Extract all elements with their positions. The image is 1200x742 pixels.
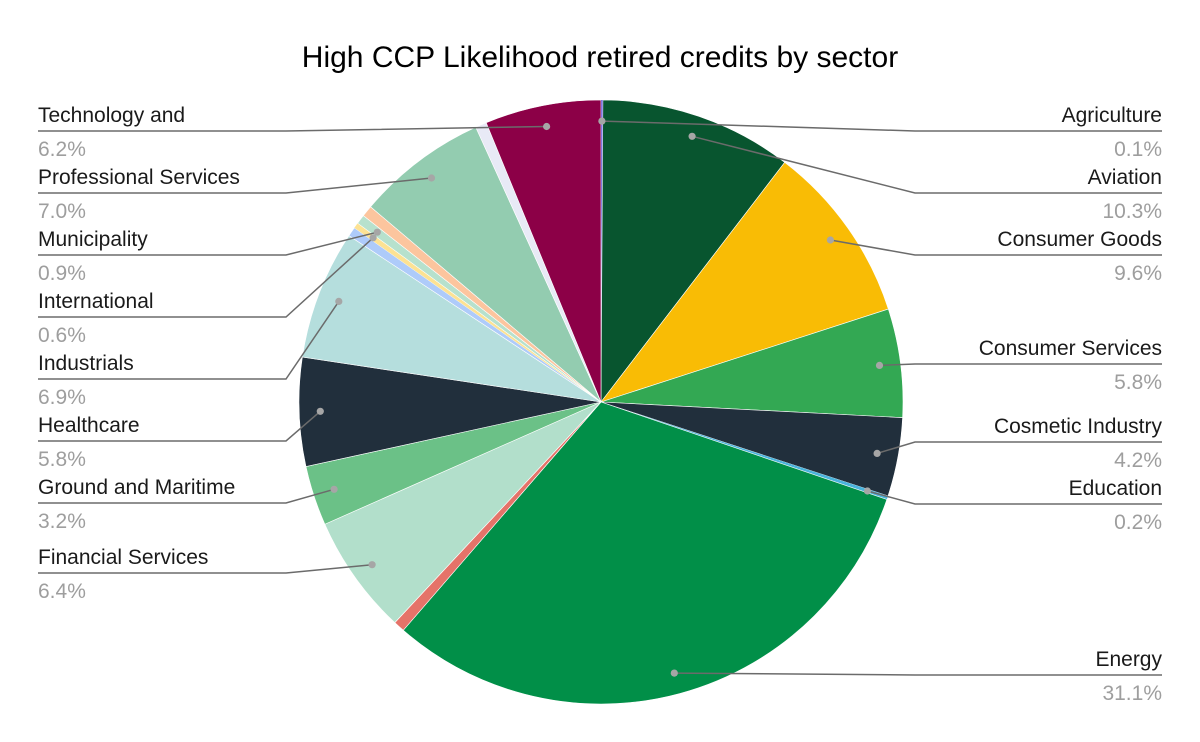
leader-dot-aviation xyxy=(688,132,696,140)
pie-slice-consumer-goods xyxy=(600,161,889,403)
slice-labels: Agriculture 0.1% Aviation 10.3% Consumer Goo… xyxy=(38,104,1162,705)
leader-line-international xyxy=(38,237,374,318)
slice-value-healthcare: 5.8% xyxy=(38,448,86,471)
leader-dot-education xyxy=(863,487,872,495)
slice-label-industrials: Industrials xyxy=(38,352,134,375)
pie-slices xyxy=(298,99,904,705)
slice-value-municipality: 0.9% xyxy=(38,262,86,285)
leader-dot-energy xyxy=(670,669,678,677)
leader-dot-agriculture xyxy=(598,117,606,125)
pie-slice-financial-services xyxy=(324,401,602,624)
leader-line-aviation xyxy=(691,135,1162,194)
slice-value-energy: 31.1% xyxy=(1102,682,1162,705)
slice-value-international: 0.6% xyxy=(38,324,86,347)
leader-line-professional-services xyxy=(38,177,432,194)
leader-line-agriculture xyxy=(601,120,1162,132)
slice-value-ground-and-maritime: 3.2% xyxy=(38,510,86,533)
slice-label-technology-and: Technology and xyxy=(38,104,185,127)
leader-line-consumer-services xyxy=(879,363,1162,367)
leader-dot-municipality xyxy=(373,228,381,236)
leader-line-cosmetic-industry xyxy=(876,441,1162,455)
pie-slice-energy xyxy=(402,401,888,705)
slice-label-agriculture: Agriculture xyxy=(1062,104,1162,127)
slice-value-consumer-services: 5.8% xyxy=(1114,371,1162,394)
slice-value-agriculture: 0.1% xyxy=(1114,138,1162,161)
slice-value-industrials: 6.9% xyxy=(38,386,86,409)
pie-slice-technology-and xyxy=(485,99,602,403)
slice-value-professional-services: 7.0% xyxy=(38,200,86,223)
leader-dot-cosmetic-industry xyxy=(873,449,881,457)
slice-label-professional-services: Professional Services xyxy=(38,166,240,189)
slice-label-international: International xyxy=(38,290,154,313)
leader-line-energy xyxy=(674,672,1162,676)
slice-label-municipality: Municipality xyxy=(38,228,148,251)
slice-label-aviation: Aviation xyxy=(1088,166,1162,189)
slice-label-energy: Energy xyxy=(1095,648,1162,671)
leader-dot-healthcare xyxy=(316,407,324,415)
slice-value-aviation: 10.3% xyxy=(1102,200,1162,223)
leader-dot-financial-services xyxy=(368,561,376,569)
pie-slice-aviation xyxy=(600,99,786,403)
leader-dot-professional-services xyxy=(427,174,436,182)
leader-lines xyxy=(38,117,1162,677)
leader-dot-industrials xyxy=(335,297,343,305)
slice-value-cosmetic-industry: 4.2% xyxy=(1114,449,1162,472)
slice-value-technology-and: 6.2% xyxy=(38,138,86,161)
slice-label-financial-services: Financial Services xyxy=(38,546,208,569)
pie-slice-cosmetic-industry xyxy=(600,401,903,497)
slice-label-healthcare: Healthcare xyxy=(38,414,140,437)
leader-dot-consumer-goods xyxy=(826,236,835,244)
pie-slice-unlabeled-12 xyxy=(348,227,602,403)
leader-line-education xyxy=(867,490,1162,505)
slice-label-ground-and-maritime: Ground and Maritime xyxy=(38,476,235,499)
slice-label-education: Education xyxy=(1069,477,1162,500)
slice-label-consumer-goods: Consumer Goods xyxy=(997,228,1162,251)
pie-slice-professional-services xyxy=(370,126,602,403)
chart-title: High CCP Likelihood retired credits by s… xyxy=(302,41,898,74)
slice-value-consumer-goods: 9.6% xyxy=(1114,262,1162,285)
leader-line-healthcare xyxy=(38,410,321,442)
leader-line-financial-services xyxy=(38,563,373,574)
slice-label-cosmetic-industry: Cosmetic Industry xyxy=(994,415,1163,438)
leader-dot-ground-and-maritime xyxy=(330,485,338,493)
leader-line-industrials xyxy=(38,300,340,380)
slice-value-education: 0.2% xyxy=(1114,511,1162,534)
leader-line-municipality xyxy=(38,231,378,256)
leader-dot-consumer-services xyxy=(875,361,884,369)
slice-value-financial-services: 6.4% xyxy=(38,580,86,603)
leader-line-consumer-goods xyxy=(830,239,1162,256)
leader-line-technology-and xyxy=(38,125,547,132)
leader-dot-technology-and xyxy=(543,122,551,131)
slice-label-consumer-services: Consumer Services xyxy=(979,337,1162,360)
leader-dot-international xyxy=(369,234,377,242)
leader-line-ground-and-maritime xyxy=(38,488,335,504)
pie-slice-international xyxy=(354,223,601,402)
